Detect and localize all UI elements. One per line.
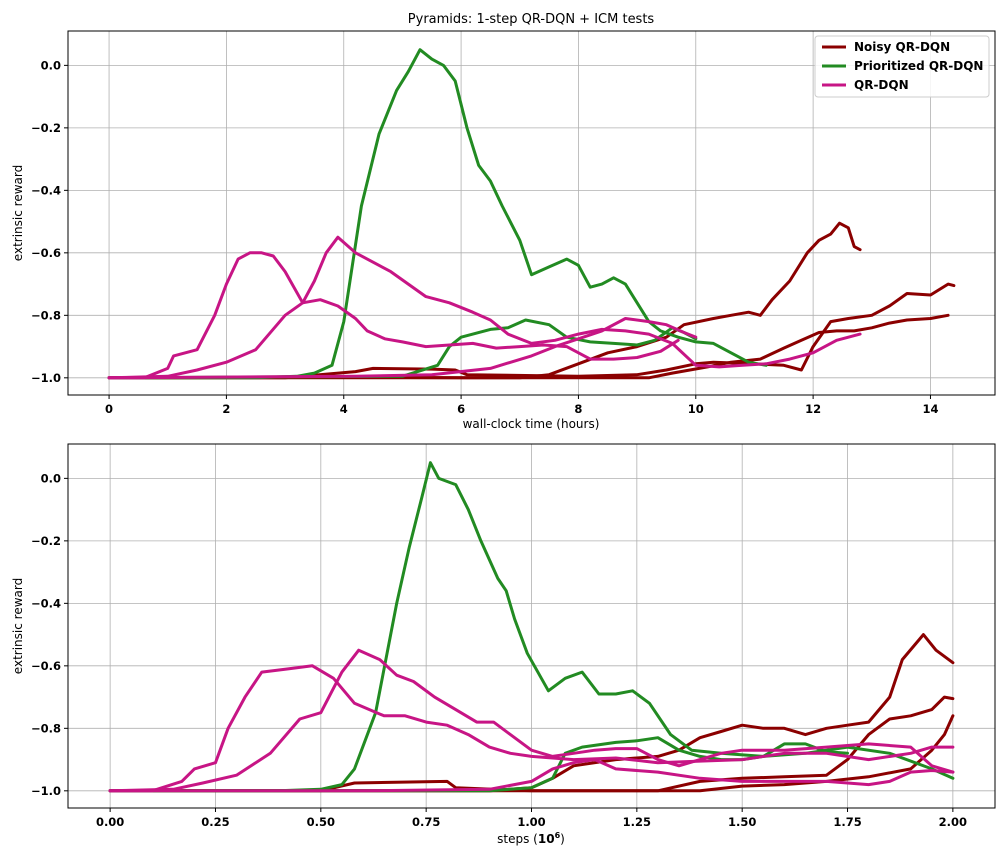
series-line-4 bbox=[108, 461, 955, 793]
x-tick-label: 6 bbox=[457, 402, 465, 416]
y-tick-label: −0.8 bbox=[31, 308, 61, 322]
x-tick-label: 1.75 bbox=[833, 815, 861, 829]
y-tick-label: −0.8 bbox=[31, 721, 61, 735]
x-tick-label: 14 bbox=[922, 402, 938, 416]
bottom-chart: 0.00 0.25 0.50 0.75 1.00 1.25 1.50 1.75 2.00 −1.… bbox=[11, 443, 996, 846]
series-line-prioritized-qr-dqn bbox=[107, 48, 768, 380]
y-tick-label: −0.2 bbox=[31, 121, 61, 135]
top-chart: Pyramids: 1-step QR-DQN + ICM tests 0 2 4 6… bbox=[11, 12, 996, 431]
series-line-8 bbox=[108, 758, 955, 793]
top-chart-series bbox=[107, 48, 956, 380]
top-chart-x-label: wall-clock time (hours) bbox=[463, 417, 600, 431]
y-tick-label: −0.4 bbox=[31, 183, 61, 197]
y-tick-label: −0.4 bbox=[31, 596, 61, 610]
top-chart-y-ticks: −1.0 −0.8 −0.6 −0.4 −0.2 0.0 bbox=[31, 58, 68, 385]
series-line-8 bbox=[107, 317, 698, 380]
legend-box bbox=[814, 35, 990, 98]
x-tick-label: 2 bbox=[222, 402, 230, 416]
series-line-2 bbox=[108, 695, 955, 793]
bottom-chart-x-ticks: 0.00 0.25 0.50 0.75 1.00 1.25 1.50 1.75 2.00 bbox=[96, 808, 967, 829]
legend-label-noisy-qr-dqn: Noisy QR-DQN bbox=[854, 40, 950, 54]
legend-label-qr-dqn: QR-DQN bbox=[854, 78, 909, 92]
bottom-chart-series bbox=[108, 461, 955, 793]
y-tick-label: 0.0 bbox=[41, 471, 61, 485]
series-line-qr-dqn bbox=[107, 251, 680, 380]
top-chart-title: Pyramids: 1-step QR-DQN + ICM tests bbox=[408, 12, 655, 27]
x-tick-label: 4 bbox=[340, 402, 348, 416]
x-tick-label: 10 bbox=[688, 402, 704, 416]
x-tick-label: 2.00 bbox=[939, 815, 967, 829]
y-tick-label: −0.6 bbox=[31, 246, 61, 260]
series-line-3 bbox=[107, 313, 950, 380]
series-line-6 bbox=[108, 664, 955, 793]
x-tick-label: 0.00 bbox=[96, 815, 124, 829]
y-tick-label: −1.0 bbox=[31, 371, 61, 385]
x-tick-label: 8 bbox=[574, 402, 582, 416]
top-chart-legend: Noisy QR-DQN Prioritized QR-DQN QR-DQN bbox=[814, 35, 990, 98]
top-chart-x-ticks: 0 2 4 6 8 10 12 14 bbox=[105, 395, 938, 416]
top-chart-y-label: extrinsic reward bbox=[11, 165, 25, 261]
x-tick-label: 0.75 bbox=[412, 815, 440, 829]
series-line-7 bbox=[107, 235, 862, 380]
x-tick-label: 1.25 bbox=[623, 815, 651, 829]
bottom-chart-y-ticks: −1.0 −0.8 −0.6 −0.4 −0.2 0.0 bbox=[31, 471, 68, 798]
legend-label-prioritized-qr-dqn: Prioritized QR-DQN bbox=[854, 59, 983, 73]
y-tick-label: 0.0 bbox=[41, 58, 61, 72]
series-line-7 bbox=[108, 648, 955, 793]
x-tick-label: 0 bbox=[105, 402, 113, 416]
x-tick-label: 1.00 bbox=[517, 815, 545, 829]
y-tick-label: −0.2 bbox=[31, 534, 61, 548]
bottom-chart-x-label: steps (106) bbox=[497, 831, 565, 846]
top-chart-frame bbox=[67, 30, 996, 396]
series-line-5 bbox=[108, 736, 849, 793]
y-tick-label: −1.0 bbox=[31, 784, 61, 798]
x-tick-label: 0.25 bbox=[201, 815, 229, 829]
x-tick-label: 12 bbox=[805, 402, 821, 416]
series-line-5 bbox=[107, 318, 698, 380]
x-tick-label: 1.50 bbox=[728, 815, 756, 829]
bottom-chart-y-label: extrinsic reward bbox=[11, 578, 25, 674]
y-tick-label: −0.6 bbox=[31, 659, 61, 673]
x-tick-label: 0.50 bbox=[307, 815, 335, 829]
